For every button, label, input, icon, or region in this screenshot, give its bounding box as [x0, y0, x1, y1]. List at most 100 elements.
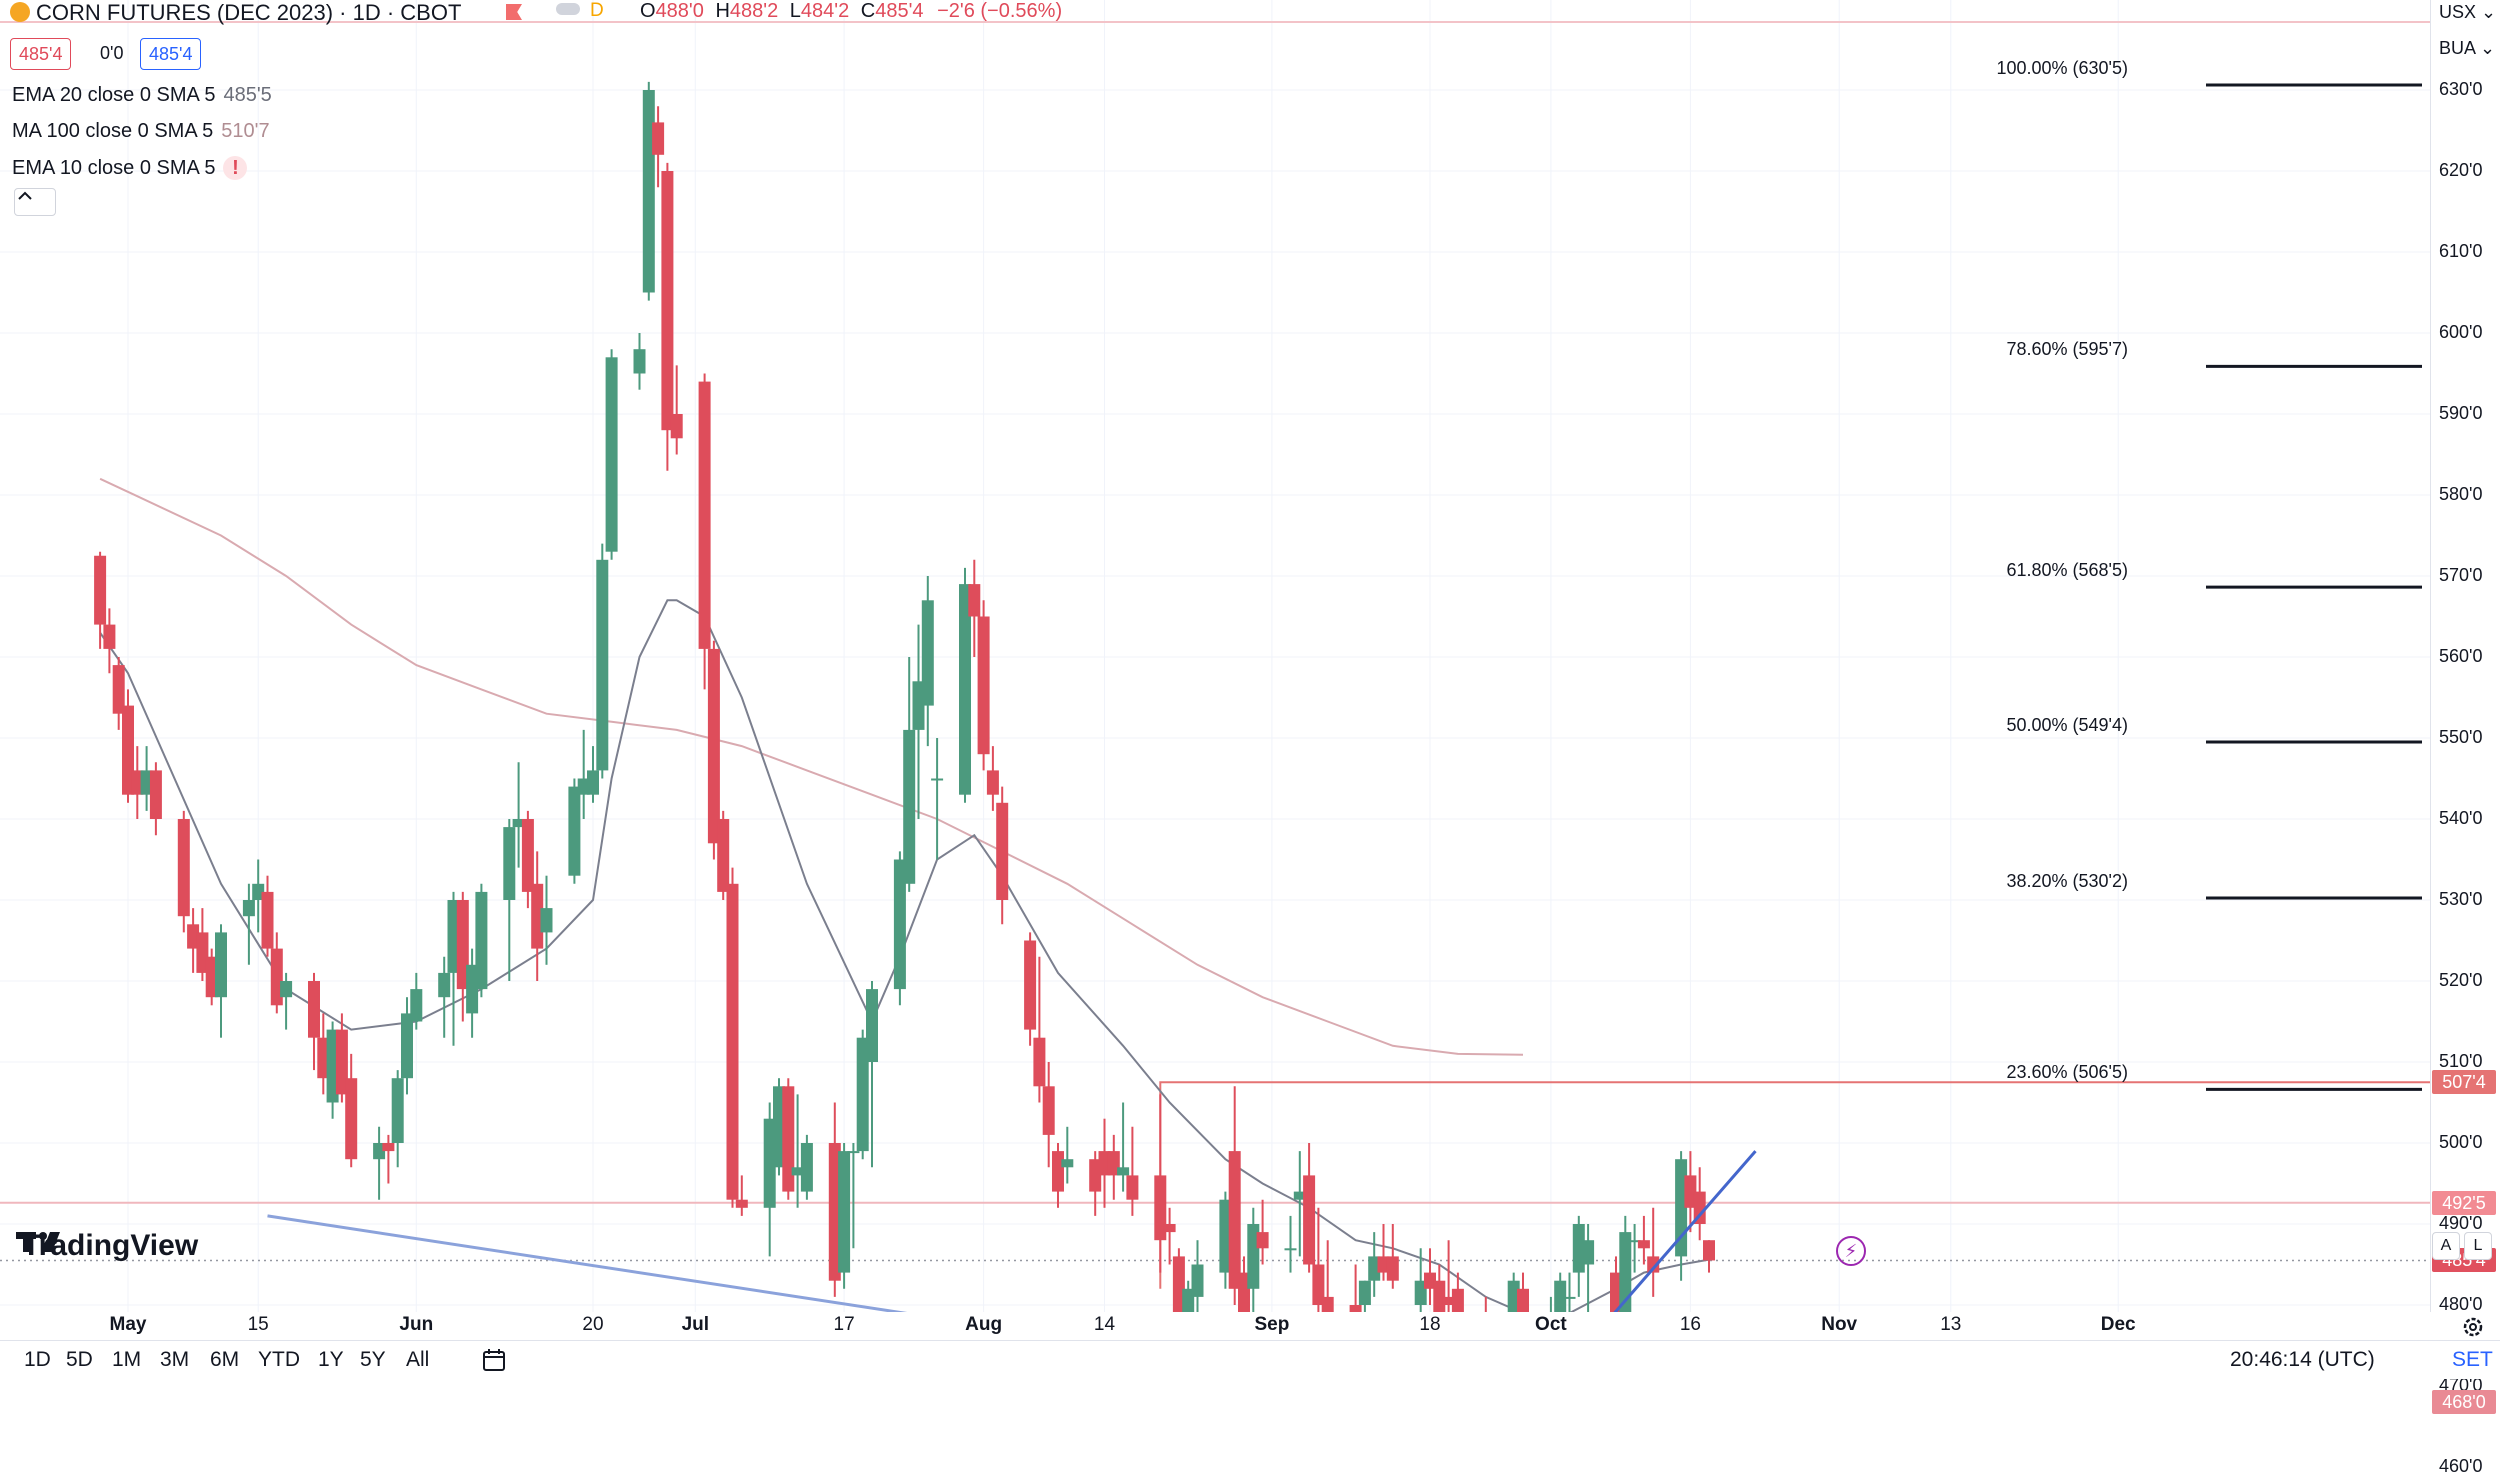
- candle-up: [912, 681, 925, 730]
- candle-down: [996, 802, 1009, 900]
- settings-gear-icon[interactable]: [2460, 1314, 2486, 1340]
- candle-down: [1024, 940, 1037, 1030]
- candle-down: [986, 770, 999, 795]
- buy-price-button[interactable]: 485'4: [140, 38, 202, 70]
- time-axis-label: 16: [1679, 1314, 1701, 1335]
- candle-up: [1358, 1280, 1371, 1305]
- candle-up: [866, 989, 878, 1062]
- timeframe-button-1d[interactable]: 1D: [24, 1348, 51, 1371]
- trendline-descending-support: [267, 1214, 908, 1312]
- candle-down: [1637, 1240, 1650, 1249]
- candle-down: [177, 819, 190, 917]
- tradingview-logo[interactable]: TradingView: [16, 1228, 198, 1264]
- timeframe-button-ytd[interactable]: YTD: [258, 1348, 300, 1371]
- candle-up: [838, 1151, 851, 1273]
- time-axis-label: 14: [1093, 1314, 1116, 1335]
- price-axis[interactable]: USX ⌄ BUA ⌄ 630'0 620'0 610'0 600'0 590'0 580…: [2430, 0, 2500, 1476]
- corn-symbol-icon: [10, 2, 30, 22]
- price-tag[interactable]: 507'4: [2432, 1070, 2496, 1095]
- time-axis-label: Sep: [1254, 1314, 1290, 1335]
- fib-level-label: 100.00% (630'5): [1996, 57, 2128, 78]
- timeframe-button-5d[interactable]: 5D: [66, 1348, 93, 1371]
- candle-up: [763, 1118, 776, 1208]
- candle-down: [1386, 1256, 1399, 1281]
- ma100-line: [99, 477, 1524, 1056]
- candle-up: [642, 90, 655, 293]
- time-axis[interactable]: May 15 Jun 20 Jul 17 Aug 14 Sep 18 Oct 16 Nov 13 Dec: [0, 1312, 2500, 1342]
- candle-down: [1433, 1280, 1446, 1312]
- eye-toggle-icon[interactable]: [556, 3, 580, 15]
- price-axis-label: 500'0: [2439, 1132, 2483, 1152]
- timeframe-button-6m[interactable]: 6M: [210, 1348, 240, 1371]
- indicator-ema20-legend[interactable]: EMA 20 close 0 SMA 5 485'5: [12, 84, 272, 106]
- lightning-event-icon[interactable]: ⚡: [1836, 1236, 1866, 1266]
- candle-up: [1368, 1256, 1381, 1281]
- candle-down: [1052, 1151, 1064, 1192]
- candle-down: [1647, 1256, 1660, 1273]
- unit-select[interactable]: BUA ⌄: [2439, 38, 2496, 59]
- candle-down: [661, 171, 674, 431]
- candle-up: [540, 908, 553, 933]
- clock-display[interactable]: 20:46:14 (UTC): [2230, 1348, 2375, 1371]
- ohlc-values: O488'0 H488'2 L484'2 C485'4 −2'6 (−0.56%…: [640, 0, 1063, 22]
- candle-down: [828, 1143, 841, 1281]
- candle-down: [717, 819, 730, 892]
- candle-down: [735, 1199, 748, 1208]
- change-value: −2'6 (−0.56%): [937, 0, 1063, 22]
- price-axis-label: 600'0: [2439, 322, 2483, 342]
- candle-up: [791, 1167, 804, 1176]
- sell-price-button[interactable]: 485'4: [10, 38, 72, 70]
- session-button[interactable]: SET: [2452, 1348, 2493, 1371]
- price-axis-label: 550'0: [2439, 727, 2483, 747]
- candle-down: [1126, 1175, 1139, 1200]
- candle-down: [670, 414, 683, 439]
- candle-down: [1042, 1086, 1055, 1135]
- indicator-ema10-legend[interactable]: EMA 10 close 0 SMA 5!: [12, 156, 248, 180]
- time-axis-label: 18: [1419, 1314, 1441, 1335]
- price-axis-label: 560'0: [2439, 646, 2483, 666]
- candle-down: [345, 1078, 358, 1160]
- timeframe-button-1m[interactable]: 1M: [112, 1348, 142, 1371]
- fib-level-label: 61.80% (568'5): [2006, 560, 2128, 581]
- fib-level-label: 50.00% (549'4): [2006, 715, 2128, 736]
- candle-up: [577, 778, 590, 795]
- candle-down: [1172, 1256, 1185, 1312]
- candlestick-chart[interactable]: [0, 0, 2430, 1312]
- candle-down: [317, 1037, 330, 1079]
- candle-up: [1117, 1167, 1130, 1176]
- price-axis-label: 570'0: [2439, 565, 2483, 585]
- collapse-legend-button[interactable]: [14, 188, 56, 216]
- timeframe-button-all[interactable]: All: [406, 1348, 430, 1371]
- price-axis-label: 510'0: [2439, 1051, 2483, 1071]
- candle-up: [847, 1151, 860, 1154]
- log-scale-button[interactable]: L: [2464, 1232, 2492, 1260]
- timeframe-button-5y[interactable]: 5Y: [360, 1348, 386, 1371]
- candle-up: [447, 900, 460, 973]
- time-axis-label: 20: [582, 1314, 604, 1335]
- candle-down: [1377, 1256, 1390, 1273]
- candle-down: [698, 381, 711, 649]
- candle-down: [270, 948, 283, 1006]
- indicator-ma100-legend[interactable]: MA 100 close 0 SMA 5 510'7: [12, 120, 270, 142]
- currency-select[interactable]: USX ⌄: [2439, 2, 2497, 22]
- price-tag[interactable]: 492'5: [2432, 1190, 2496, 1215]
- fib-level-label: 38.20% (530'2): [2006, 870, 2128, 891]
- time-axis-label: 13: [1940, 1314, 1962, 1335]
- symbol-title[interactable]: CORN FUTURES (DEC 2023) · 1D · CBOT: [36, 0, 462, 25]
- candle-down: [456, 900, 469, 990]
- timeframe-button-1y[interactable]: 1Y: [318, 1348, 344, 1371]
- date-range-icon[interactable]: [480, 1347, 508, 1373]
- timeframe-button-3m[interactable]: 3M: [160, 1348, 190, 1371]
- candle-up: [605, 357, 618, 552]
- candle-up: [1619, 1232, 1632, 1312]
- auto-scale-button[interactable]: A: [2432, 1232, 2460, 1260]
- candle-up: [438, 972, 451, 998]
- chevron-up-icon: [18, 191, 32, 200]
- candle-up: [215, 932, 227, 998]
- candle-up: [596, 559, 609, 771]
- candle-down: [977, 616, 990, 755]
- time-axis-label: 17: [833, 1314, 855, 1335]
- chart-plot-area[interactable]: CORN FUTURES (DEC 2023) · 1D · CBOT D O4…: [0, 0, 2430, 1312]
- flag-icon[interactable]: [506, 4, 522, 20]
- price-tag[interactable]: 468'0: [2432, 1390, 2496, 1415]
